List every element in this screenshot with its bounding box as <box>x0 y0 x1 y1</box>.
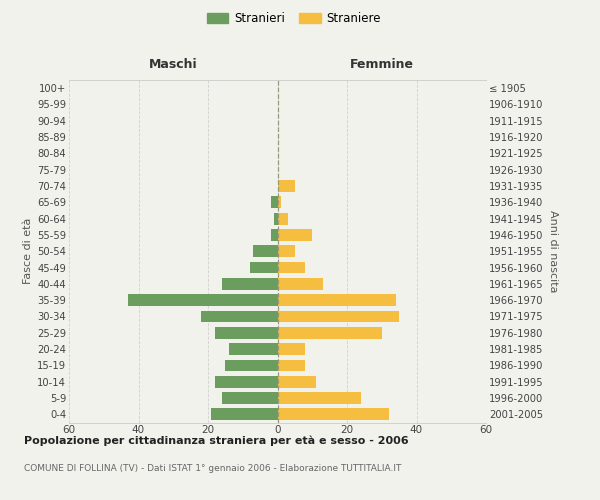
Bar <box>211 408 277 420</box>
Bar <box>277 294 395 306</box>
Bar <box>277 408 389 420</box>
Bar <box>226 360 277 372</box>
Bar <box>277 392 361 404</box>
Legend: Stranieri, Straniere: Stranieri, Straniere <box>203 8 385 28</box>
Bar <box>201 310 277 322</box>
Bar <box>271 196 277 208</box>
Bar <box>222 278 277 289</box>
Bar <box>277 310 399 322</box>
Bar <box>277 262 305 274</box>
Text: Femmine: Femmine <box>350 58 414 71</box>
Bar <box>277 360 305 372</box>
Bar <box>253 246 277 257</box>
Bar <box>215 376 277 388</box>
Bar <box>277 327 382 338</box>
Text: Popolazione per cittadinanza straniera per età e sesso - 2006: Popolazione per cittadinanza straniera p… <box>24 435 409 446</box>
Y-axis label: Anni di nascita: Anni di nascita <box>548 210 557 292</box>
Text: COMUNE DI FOLLINA (TV) - Dati ISTAT 1° gennaio 2006 - Elaborazione TUTTITALIA.IT: COMUNE DI FOLLINA (TV) - Dati ISTAT 1° g… <box>24 464 401 473</box>
Bar <box>274 213 277 224</box>
Bar <box>277 246 295 257</box>
Bar <box>277 229 312 241</box>
Text: Maschi: Maschi <box>149 58 197 71</box>
Bar <box>222 392 277 404</box>
Bar <box>229 343 277 355</box>
Bar <box>215 327 277 338</box>
Bar <box>250 262 277 274</box>
Bar <box>277 278 323 289</box>
Bar <box>277 180 295 192</box>
Bar <box>277 343 305 355</box>
Bar <box>277 376 316 388</box>
Bar <box>271 229 277 241</box>
Y-axis label: Fasce di età: Fasce di età <box>23 218 33 284</box>
Bar <box>277 213 288 224</box>
Bar <box>128 294 277 306</box>
Bar <box>277 196 281 208</box>
